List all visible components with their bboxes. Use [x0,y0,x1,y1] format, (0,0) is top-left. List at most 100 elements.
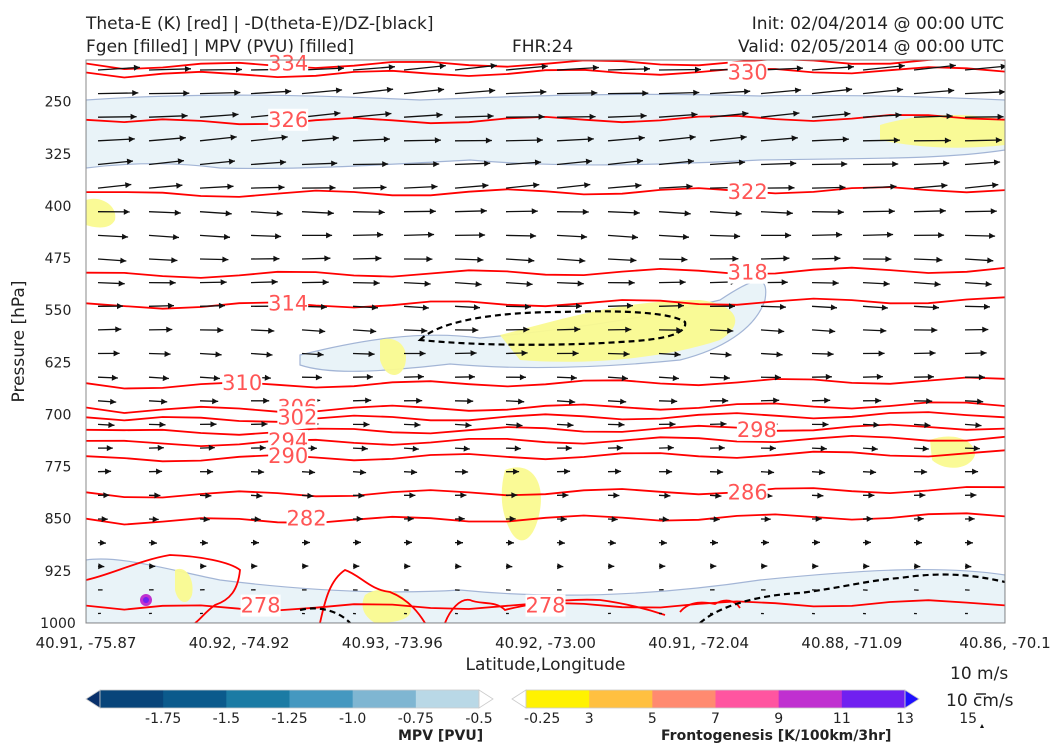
wind-vector-head [830,304,837,311]
wind-vector-head [509,515,516,522]
wind-vector [556,92,598,95]
wind-vector-head [980,350,987,357]
init-time: Init: 02/04/2014 @ 00:00 UTC [751,14,1004,34]
wind-vector-head [893,137,900,144]
wind-vector [148,68,192,71]
wind-vector [199,113,239,118]
wind-vector-head [790,160,797,167]
wind-vector-head [261,421,268,428]
wind-vector-head [201,539,208,546]
wind-vector-head [689,134,696,141]
wind-vector-head [465,422,472,429]
contour-label-bg [727,481,768,504]
wind-vector-head [264,374,271,381]
wind-vector-head [1023,469,1029,475]
wind-vector-head [744,88,751,95]
theta-e-contour [86,512,1005,526]
wind-vector-head [356,515,363,522]
wind-vector-head [989,232,996,239]
shaded-region [86,93,1005,170]
wind-vector-head [230,134,237,141]
colorbar-tick-label: 7 [711,711,720,727]
wind-vector-head [540,89,547,96]
wind-vector-head [767,469,775,476]
wind-vector-head [628,279,635,286]
wind-vector-head [513,468,520,475]
shaded-region [86,198,116,228]
colorbar-tick-label: 13 [896,711,914,727]
wind-vector-head [764,516,771,523]
wind-vector-head [273,255,280,262]
wind-vector-head [462,468,469,475]
wind-vector-head [618,421,625,428]
wind-vector-head [713,516,720,523]
wind-vector-head [521,350,528,357]
wind-vector-head [990,208,997,215]
wind-vector [913,115,953,118]
wind-vector-head [812,563,819,570]
wind-vector-head [837,209,844,216]
wind-vector-head [373,280,380,286]
wind-vector [862,64,905,71]
wind-vector-head [304,539,310,546]
wind-vector-head [866,515,873,522]
wind-vector-head [615,468,622,475]
wind-vector [1016,377,1036,378]
wind-vector-head [468,373,475,380]
wind-vector-head [220,279,227,286]
wind-vector-head [936,256,943,263]
wind-vector-head [511,492,518,499]
wind-vector-head [738,159,746,166]
wind-vector-head [463,445,470,452]
wind-vector-head [781,279,788,286]
theta-e-contour [86,554,241,623]
contour-label: 322 [728,180,768,204]
wind-vector [862,114,902,118]
colorbar-segment [352,690,417,708]
wind-vector-head [329,184,336,191]
wind-vector-head [516,422,523,429]
wind-vector-head [419,350,426,357]
wind-vector-head [378,209,385,216]
wind-vector-head [712,539,718,546]
wind-vector-head [762,539,769,546]
contour-label: 310 [222,371,262,395]
wind-vector-head [326,232,333,239]
theta-e-contour [86,486,1005,499]
theta-e-contour [86,423,1005,436]
shaded-region [930,436,975,468]
wind-vector-head [490,63,497,69]
wind-vector-head [829,328,836,334]
wind-vector-head [875,397,882,404]
wind-vector [607,115,647,118]
wind-vector-head [734,233,741,240]
wind-vector-head [677,302,684,309]
wind-vector-head [388,64,395,71]
wind-vector [352,112,392,118]
wind-vector-head [659,563,666,570]
wind-vector-head [579,257,586,264]
wind-vector-head [927,373,934,380]
wind-vector-head [562,492,569,499]
wind-vector-head [873,421,880,428]
wind-vector-head [691,111,698,118]
wind-vector-head [660,539,667,546]
wind-vector [1016,329,1039,330]
wind-vector-head [166,326,173,333]
wind-vector-head [609,539,616,546]
colorbar-segment [226,690,290,708]
wind-vector-head [932,304,939,311]
wind-vector-head [133,64,140,71]
wind-vector-head [885,256,892,263]
contour-label-bg [277,406,318,429]
wind-vector-head [558,539,565,546]
wind-vector-head [536,137,543,144]
wind-vector-head [458,515,465,522]
wind-vector-head [128,136,135,143]
wind-vector-head [275,233,282,240]
wind-vector-head [218,302,225,309]
wind-vector-head [983,303,990,310]
wind-vector-head [217,327,224,334]
wind-vector-head [841,161,848,168]
colorbar-tick-label: 3 [585,711,594,727]
